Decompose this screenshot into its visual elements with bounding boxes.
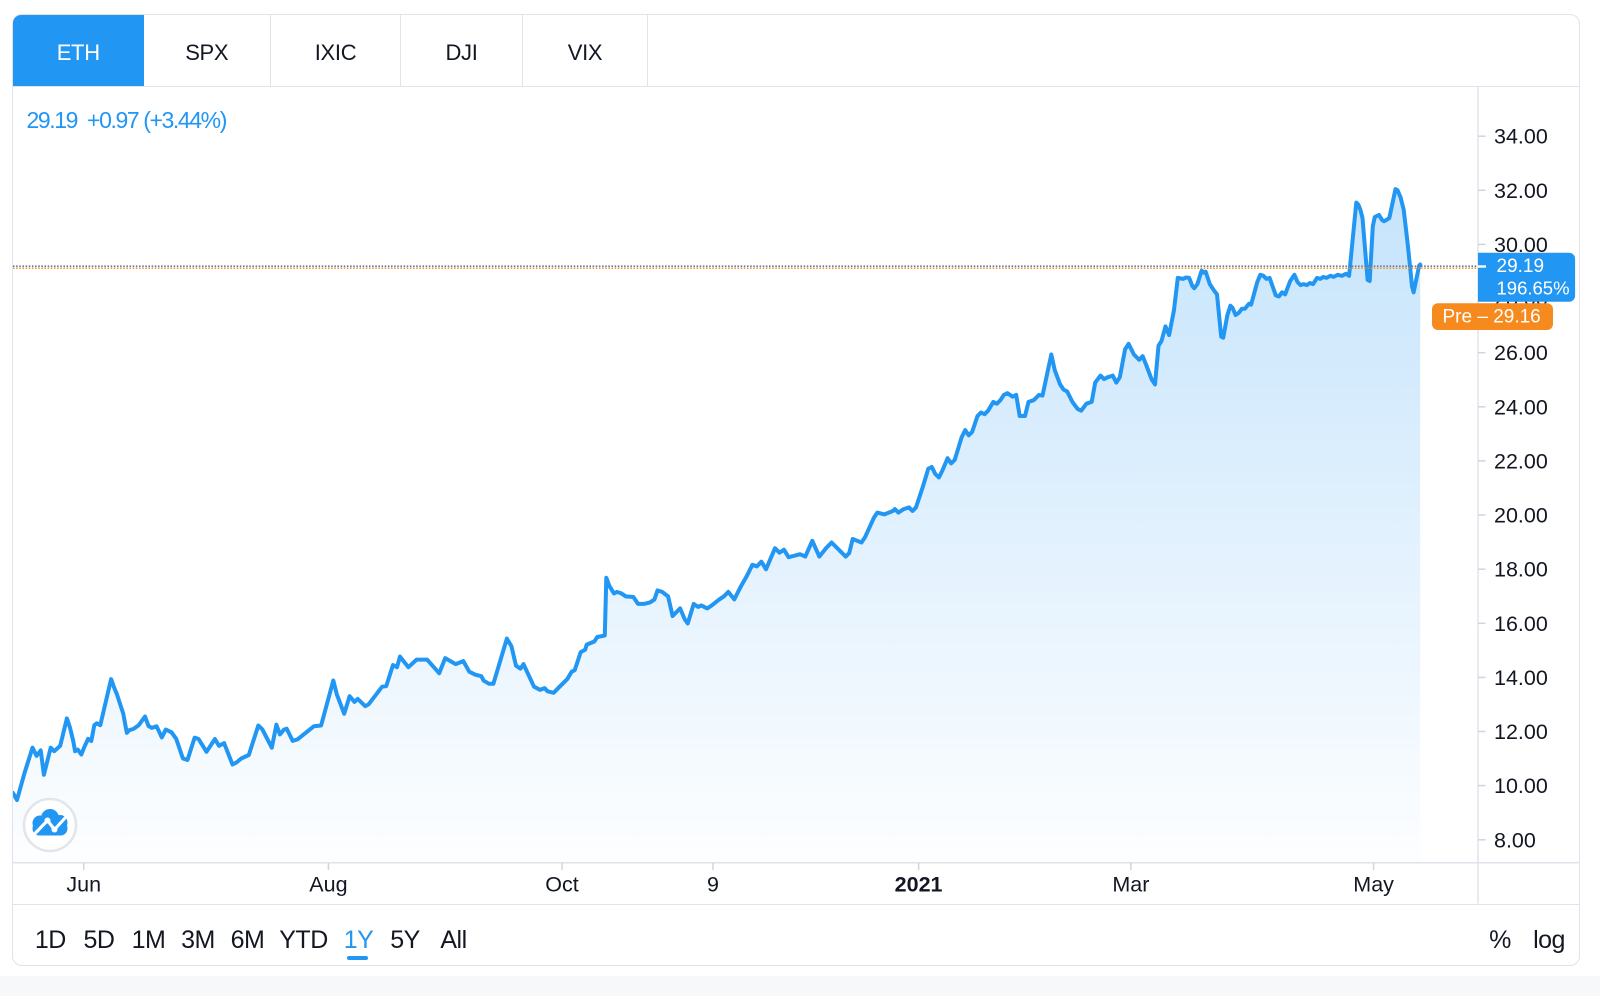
svg-text:26.00: 26.00	[1494, 341, 1548, 365]
svg-text:Jun: Jun	[66, 873, 101, 897]
svg-text:16.00: 16.00	[1494, 612, 1548, 636]
svg-text:24.00: 24.00	[1494, 395, 1548, 419]
svg-text:Mar: Mar	[1112, 873, 1149, 897]
svg-text:18.00: 18.00	[1494, 558, 1548, 582]
svg-text:34.00: 34.00	[1494, 125, 1548, 149]
svg-text:8.00: 8.00	[1494, 828, 1536, 852]
svg-text:32.00: 32.00	[1494, 179, 1548, 203]
svg-text:10.00: 10.00	[1494, 774, 1548, 798]
svg-text:May: May	[1353, 873, 1394, 897]
svg-text:29.19: 29.19	[1497, 256, 1545, 277]
svg-text:12.00: 12.00	[1494, 720, 1548, 744]
svg-text:14.00: 14.00	[1494, 666, 1548, 690]
svg-text:Aug: Aug	[309, 873, 347, 897]
svg-text:22.00: 22.00	[1494, 449, 1548, 473]
svg-text:9: 9	[707, 873, 719, 897]
svg-text:2021: 2021	[895, 873, 943, 897]
svg-text:Pre – 29.16: Pre – 29.16	[1443, 306, 1541, 327]
svg-text:196.65%: 196.65%	[1497, 277, 1570, 298]
svg-text:Oct: Oct	[545, 873, 578, 897]
svg-text:20.00: 20.00	[1494, 504, 1548, 528]
